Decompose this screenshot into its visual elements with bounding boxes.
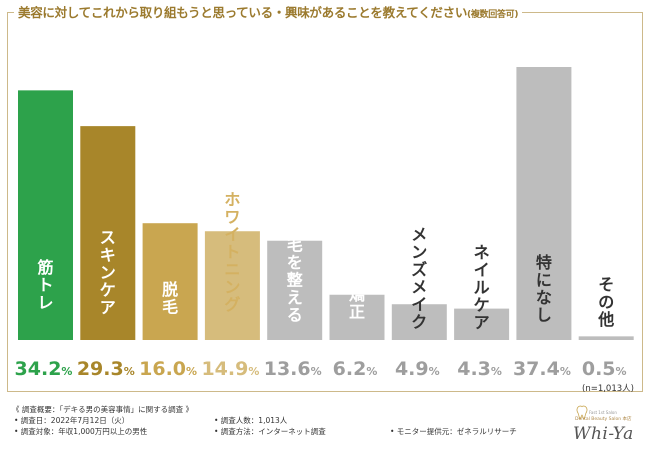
value-label-5: 6.2%: [333, 358, 378, 380]
category-label-4: 眉毛を整える: [286, 218, 303, 325]
category-label-6: メンズメイク: [411, 225, 427, 332]
category-label-8: 特になし: [536, 253, 552, 325]
logo-brand-text: Whi-Ya: [573, 424, 634, 444]
value-label-2: 16.0%: [139, 358, 197, 380]
bar-chart: 筋トレ 34.2% スキンケア 29.3% 脱毛 16.0% ホワイトニング 14.9% 眉毛を…: [15, 67, 634, 394]
bar-1: [80, 126, 136, 340]
bar-9: [578, 336, 634, 340]
value-label-8: 37.4%: [513, 358, 571, 380]
bar-7: [454, 308, 510, 340]
logo-top-text: Fast 1st Salon: [589, 410, 617, 415]
category-label-2: 脱毛: [162, 280, 178, 317]
category-label-0: 筋トレ: [36, 258, 53, 312]
chart-title-suffix: (複数回答可): [467, 10, 519, 20]
sample-size-note: (n=1,013人): [582, 384, 634, 394]
value-label-9: 0.5%: [582, 358, 627, 380]
value-label-1: 29.3%: [77, 358, 135, 380]
category-label-3: ホワイトニング: [224, 190, 240, 314]
category-label-1: スキンケア: [100, 228, 116, 317]
survey-notes: 《 調査概要：「デキる男の美容事情」に関する調査 》 • 調査日：2022年7月…: [12, 404, 572, 437]
tooth-icon: [576, 405, 588, 420]
category-label-7: ネイルケア: [474, 243, 490, 332]
bar-5: [329, 294, 385, 340]
value-label-7: 4.3%: [457, 358, 502, 380]
survey-provider: • モニター提供元：ゼネラルリサーチ: [390, 427, 517, 436]
survey-target: • 調査対象：年収1,000万円以上の男性: [14, 427, 148, 436]
bar-3: [204, 231, 260, 340]
survey-method: • 調査方法：インターネット調査: [214, 427, 326, 436]
survey-respondents: • 調査人数：1,013人: [214, 416, 288, 425]
chart-title: 美容に対してこれから取り組もうと思っている・興味があることを教えてください(複数…: [14, 4, 523, 22]
bar-8: [516, 67, 572, 340]
bar-2: [142, 223, 198, 340]
bar-6: [391, 304, 447, 340]
logo-sub-text: Dental Beauty Salon 本店: [575, 417, 632, 422]
category-label-5: 歯列矯正: [348, 250, 366, 322]
bar-0: [18, 90, 73, 340]
survey-date: • 調査日：2022年7月12日（火）: [14, 416, 130, 425]
bar-4: [267, 240, 323, 340]
chart-title-text: 美容に対してこれから取り組もうと思っている・興味があることを教えてください: [18, 5, 468, 20]
brand-logo: Fast 1st Salon Dental Beauty Salon 本店 Wh…: [567, 402, 637, 446]
value-label-3: 14.9%: [201, 358, 259, 380]
value-label-0: 34.2%: [15, 358, 73, 380]
category-label-9: その他: [597, 275, 614, 329]
value-label-4: 13.6%: [264, 358, 322, 380]
value-label-6: 4.9%: [395, 358, 440, 380]
survey-overview: 《 調査概要：「デキる男の美容事情」に関する調査 》: [12, 405, 194, 414]
